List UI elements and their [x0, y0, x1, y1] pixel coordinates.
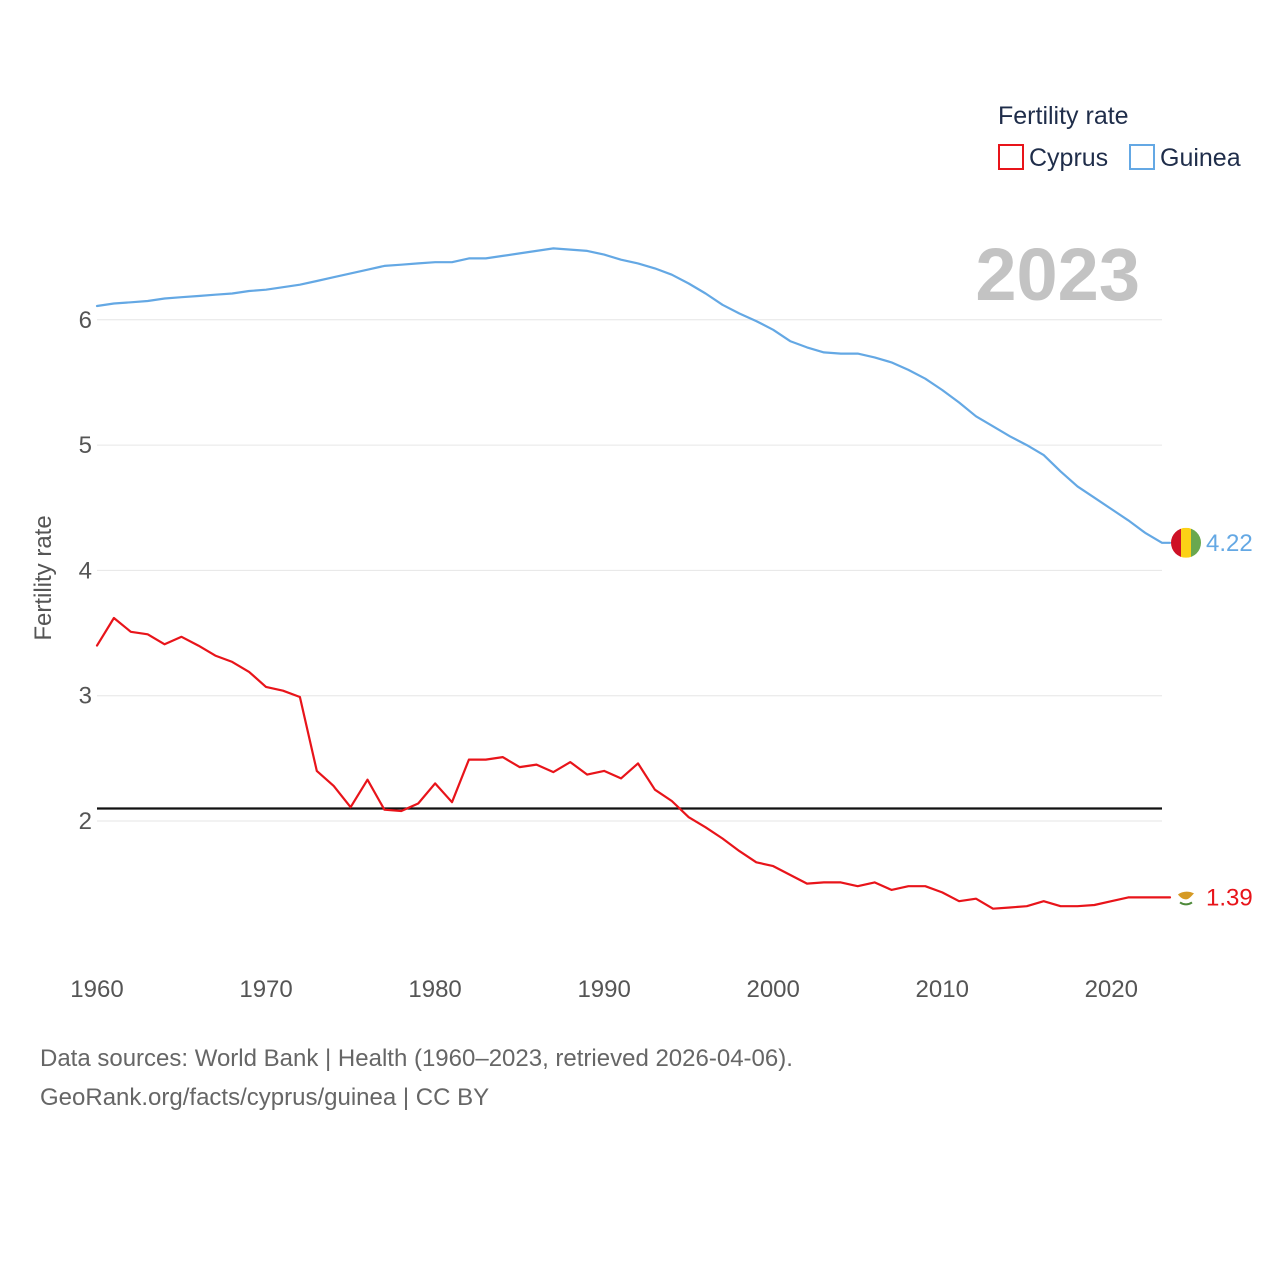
- series-lines: [95, 247, 1172, 910]
- y-axis-ticks: 2 3 4 5 6: [79, 307, 92, 835]
- footer-credit: GeoRank.org/facts/cyprus/guinea | CC BY: [40, 1084, 490, 1111]
- legend-item-guinea[interactable]: Guinea: [1129, 144, 1241, 172]
- x-tick-label: 1960: [70, 976, 123, 1003]
- cyprus-flag-icon: [1172, 883, 1200, 912]
- legend-label-cyprus: Cyprus: [1029, 144, 1108, 172]
- y-axis-title: Fertility rate: [30, 515, 57, 640]
- series-line-cyprus[interactable]: [95, 616, 1172, 910]
- guinea-flag-icon: [1171, 527, 1201, 558]
- x-tick-label: 2010: [916, 976, 969, 1003]
- y-tick-label: 5: [79, 432, 92, 459]
- legend-label-guinea: Guinea: [1160, 144, 1241, 172]
- guinea-end-value-label: 4.22: [1206, 530, 1253, 557]
- footer-sources: Data sources: World Bank | Health (1960–…: [40, 1045, 793, 1072]
- y-tick-label: 4: [79, 557, 92, 584]
- legend-item-cyprus[interactable]: Cyprus: [998, 144, 1108, 172]
- x-tick-label: 2000: [746, 976, 799, 1003]
- legend: Fertility rate Cyprus Guinea: [998, 102, 1241, 172]
- year-label: 2023: [975, 233, 1140, 316]
- x-tick-label: 1990: [577, 976, 630, 1003]
- series-line-guinea[interactable]: [95, 247, 1172, 544]
- x-axis-ticks: 1960 1970 1980 1990 2000 2010 2020: [70, 976, 1138, 1003]
- x-tick-label: 1970: [239, 976, 292, 1003]
- x-tick-label: 1980: [408, 976, 461, 1003]
- y-tick-label: 2: [79, 808, 92, 835]
- cyprus-end-value-label: 1.39: [1206, 884, 1253, 911]
- legend-swatch-cyprus: [998, 144, 1024, 170]
- legend-title: Fertility rate: [998, 102, 1129, 130]
- legend-swatch-guinea: [1129, 144, 1155, 170]
- gridlines: [97, 319, 1162, 822]
- x-tick-label: 2020: [1085, 976, 1138, 1003]
- y-tick-label: 3: [79, 683, 92, 710]
- y-tick-label: 6: [79, 307, 92, 334]
